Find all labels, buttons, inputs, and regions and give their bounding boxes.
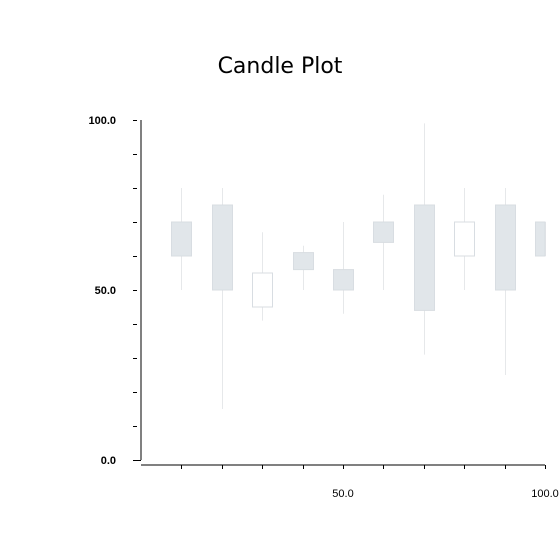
candle — [171, 188, 192, 290]
candle — [212, 188, 233, 409]
candles-group — [171, 123, 546, 409]
candle-body — [333, 269, 354, 291]
candle — [495, 188, 516, 375]
candle-body — [414, 204, 435, 311]
candle-body — [495, 204, 516, 291]
candle-body — [454, 221, 475, 257]
x-ticks: 50.0 100.0 — [181, 465, 559, 500]
candle-body — [252, 272, 273, 308]
y-tick-label: 50.0 — [95, 285, 116, 297]
candle-body — [373, 221, 394, 243]
chart-title: Candle Plot — [217, 54, 343, 79]
candle-body — [171, 221, 192, 257]
candle-body — [212, 204, 233, 291]
candle — [252, 232, 273, 321]
candle — [414, 123, 435, 355]
x-tick-label: 50.0 — [332, 488, 353, 500]
candle — [454, 188, 475, 290]
y-tick-label: 100.0 — [88, 115, 116, 127]
candle-body — [293, 252, 314, 271]
candle — [373, 194, 394, 290]
candle-body — [535, 221, 546, 257]
candle — [535, 221, 546, 257]
x-tick-label: 100.0 — [531, 488, 559, 500]
candle — [293, 245, 314, 290]
y-ticks: 0.0 50.0 100.0 — [88, 115, 137, 467]
y-tick-label: 0.0 — [101, 455, 116, 467]
candle — [333, 222, 354, 314]
